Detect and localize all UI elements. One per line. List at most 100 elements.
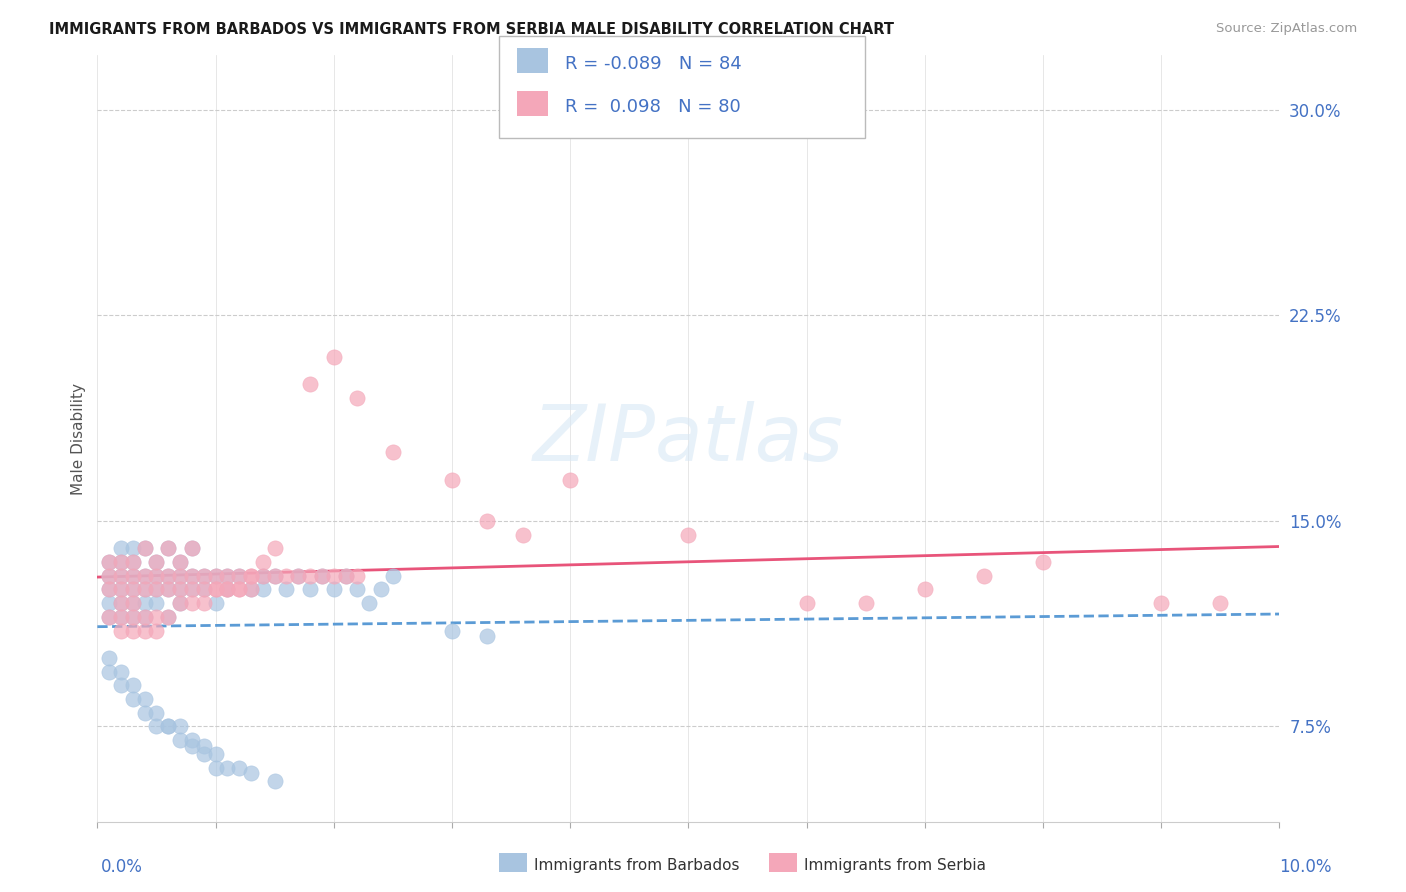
Point <box>217 568 239 582</box>
Point <box>180 568 202 582</box>
Point <box>299 582 322 597</box>
Point <box>98 610 121 624</box>
Point <box>228 568 250 582</box>
Point <box>252 582 274 597</box>
Point <box>110 541 132 556</box>
Point <box>217 568 239 582</box>
Point <box>204 582 226 597</box>
Point <box>169 555 191 569</box>
Text: R =  0.098   N = 80: R = 0.098 N = 80 <box>565 98 741 116</box>
Point <box>381 568 404 582</box>
Point <box>98 596 121 610</box>
Point <box>204 568 226 582</box>
Point <box>263 568 285 582</box>
Point <box>263 774 285 789</box>
Point <box>193 582 215 597</box>
Text: Immigrants from Serbia: Immigrants from Serbia <box>804 858 986 872</box>
Point <box>134 582 156 597</box>
Point <box>121 596 143 610</box>
Point <box>477 629 499 643</box>
Point <box>1209 596 1232 610</box>
Point <box>134 582 156 597</box>
Point <box>98 555 121 569</box>
Point <box>204 582 226 597</box>
Point <box>193 596 215 610</box>
Point <box>145 596 167 610</box>
Point <box>121 541 143 556</box>
Point <box>228 761 250 775</box>
Point <box>169 719 191 733</box>
Point <box>204 568 226 582</box>
Point <box>98 568 121 582</box>
Text: 0.0%: 0.0% <box>101 858 143 876</box>
Point <box>134 541 156 556</box>
Point <box>217 761 239 775</box>
Point <box>134 624 156 638</box>
Point <box>180 582 202 597</box>
Point <box>121 555 143 569</box>
Point <box>287 568 309 582</box>
Point <box>180 541 202 556</box>
Point <box>193 739 215 753</box>
Point <box>335 568 357 582</box>
Text: 10.0%: 10.0% <box>1279 858 1331 876</box>
Point <box>193 582 215 597</box>
Point <box>346 582 368 597</box>
Point <box>193 568 215 582</box>
Point <box>240 766 263 780</box>
Point <box>157 610 180 624</box>
Point <box>180 541 202 556</box>
Point <box>346 568 368 582</box>
Text: Immigrants from Barbados: Immigrants from Barbados <box>534 858 740 872</box>
Point <box>512 527 534 541</box>
Point <box>98 555 121 569</box>
Point <box>180 739 202 753</box>
Text: R = -0.089   N = 84: R = -0.089 N = 84 <box>565 55 742 73</box>
Point <box>228 568 250 582</box>
Point <box>121 555 143 569</box>
Point <box>240 568 263 582</box>
Point <box>217 582 239 597</box>
Point <box>560 473 582 487</box>
Point <box>180 596 202 610</box>
Point <box>110 555 132 569</box>
Point <box>180 733 202 747</box>
Point <box>98 582 121 597</box>
Text: ZIPatlas: ZIPatlas <box>533 401 844 476</box>
Point <box>145 719 167 733</box>
Point <box>110 678 132 692</box>
Point <box>121 582 143 597</box>
Point <box>110 610 132 624</box>
Point <box>217 582 239 597</box>
Point <box>110 624 132 638</box>
Point <box>110 596 132 610</box>
Point <box>157 568 180 582</box>
Point <box>134 610 156 624</box>
Point <box>193 747 215 761</box>
Point <box>240 582 263 597</box>
Point <box>157 719 180 733</box>
Point <box>252 568 274 582</box>
Point <box>134 568 156 582</box>
Point <box>98 610 121 624</box>
Point <box>145 582 167 597</box>
Point <box>98 651 121 665</box>
Point <box>110 610 132 624</box>
Point <box>252 568 274 582</box>
Point <box>299 568 322 582</box>
Point <box>973 568 995 582</box>
Point <box>322 350 344 364</box>
Point <box>169 568 191 582</box>
Point <box>276 568 298 582</box>
Point <box>287 568 309 582</box>
Point <box>204 761 226 775</box>
Point <box>322 582 344 597</box>
Point <box>263 568 285 582</box>
Point <box>180 582 202 597</box>
Point <box>110 582 132 597</box>
Point <box>157 610 180 624</box>
Point <box>204 747 226 761</box>
Point <box>110 568 132 582</box>
Point <box>169 568 191 582</box>
Point <box>440 624 463 638</box>
